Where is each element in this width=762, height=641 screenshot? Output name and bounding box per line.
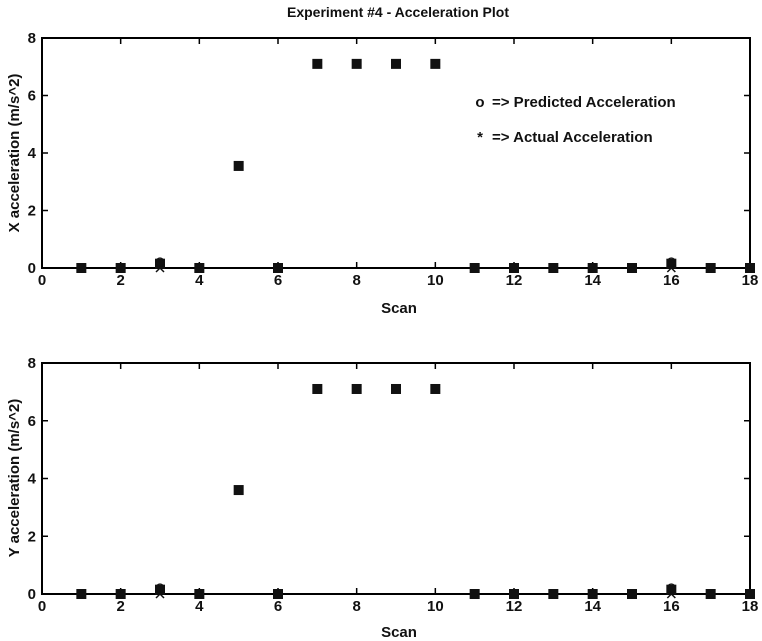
data-point-predicted <box>273 263 283 273</box>
legend-label-actual: => Actual Acceleration <box>492 129 653 146</box>
x-tick-label: 6 <box>274 598 282 615</box>
data-point-predicted <box>115 589 126 599</box>
data-point-predicted <box>115 263 126 273</box>
data-point-predicted <box>233 485 244 496</box>
data-point-actual <box>666 257 676 273</box>
x-tick-label: 4 <box>195 272 204 289</box>
y-tick-label: 8 <box>28 30 36 47</box>
data-point-predicted <box>705 589 716 599</box>
y-tick-label: 2 <box>28 203 36 220</box>
y-tick-label: 0 <box>28 260 36 277</box>
data-point-predicted <box>312 58 323 69</box>
plot-frame <box>41 362 751 595</box>
data-point-predicted <box>666 584 677 595</box>
x-tick-label: 10 <box>427 272 444 289</box>
data-point-predicted <box>469 589 480 599</box>
data-point-predicted <box>430 383 441 394</box>
x-tick-label: 6 <box>274 272 282 289</box>
data-point-predicted <box>745 263 755 273</box>
data-point-predicted <box>509 589 519 599</box>
data-point-predicted <box>509 263 519 273</box>
data-point-predicted <box>469 263 480 273</box>
data-point-predicted <box>233 160 244 171</box>
data-point-predicted <box>155 584 165 595</box>
data-point-actual-circle <box>155 257 165 267</box>
x-axis-title: Scan <box>381 300 417 317</box>
data-point-actual <box>155 583 165 599</box>
data-point-predicted <box>351 383 362 394</box>
y-tick-label: 0 <box>28 586 36 603</box>
data-point-predicted <box>705 263 716 273</box>
x-tick-label: 12 <box>506 598 523 615</box>
legend-marker-actual: * <box>477 129 483 146</box>
x-tick-label: 8 <box>352 598 360 615</box>
data-point-predicted <box>548 263 559 273</box>
plot-frame <box>41 37 751 269</box>
data-point-actual-circle <box>666 583 676 593</box>
data-point-actual <box>155 257 165 273</box>
data-point-predicted <box>351 58 362 69</box>
x-tick-label: 16 <box>663 598 680 615</box>
data-point-predicted <box>548 589 559 599</box>
y-axis-title: Y acceleration (m/s^2) <box>6 399 23 558</box>
y-tick-label: 6 <box>28 413 36 430</box>
data-point-predicted <box>76 263 87 273</box>
data-point-predicted <box>273 589 283 599</box>
data-point-actual-circle <box>155 583 165 593</box>
data-point-predicted <box>76 589 87 599</box>
x-tick-label: 2 <box>116 598 124 615</box>
x-tick-label: 4 <box>195 598 204 615</box>
data-point-predicted <box>627 589 637 599</box>
x-tick-label: 16 <box>663 272 680 289</box>
y-tick-label: 8 <box>28 355 36 372</box>
data-point-predicted <box>587 589 598 599</box>
y-tick-label: 2 <box>28 528 36 545</box>
x-tick-label: 8 <box>352 272 360 289</box>
y-acceleration-plot: 0 2 4 6 8 10 12 14 16 18 0 2 4 6 8 Scan Y acceleration… <box>6 355 758 641</box>
x-axis-title: Scan <box>381 624 417 641</box>
data-point-predicted <box>666 258 677 269</box>
x-tick-label: 12 <box>506 272 523 289</box>
y-tick-label: 6 <box>28 88 36 105</box>
data-point-predicted <box>587 263 598 273</box>
x-tick-label: 18 <box>742 272 759 289</box>
x-tick-label: 14 <box>584 598 601 615</box>
data-point-predicted <box>627 263 637 273</box>
data-point-predicted <box>391 58 401 69</box>
legend: o => Predicted Acceleration * => Actual … <box>475 94 675 146</box>
y-tick-label: 4 <box>28 471 37 488</box>
data-point-predicted <box>430 58 441 69</box>
x-acceleration-plot: 0 2 4 6 8 10 12 14 16 18 0 2 4 6 8 Scan X acceleration… <box>6 30 758 317</box>
data-point-actual <box>666 583 676 599</box>
data-point-predicted <box>312 383 323 394</box>
y-axis-title: X acceleration (m/s^2) <box>6 74 23 233</box>
data-point-predicted <box>194 589 205 599</box>
x-tick-label: 18 <box>742 598 759 615</box>
x-tick-label: 0 <box>38 598 46 615</box>
x-tick-label: 2 <box>116 272 124 289</box>
y-tick-label: 4 <box>28 145 37 162</box>
x-tick-label: 0 <box>38 272 46 289</box>
legend-label-predicted: => Predicted Acceleration <box>492 94 676 111</box>
data-point-predicted <box>745 589 755 599</box>
x-tick-label: 10 <box>427 598 444 615</box>
figure-title: Experiment #4 - Acceleration Plot <box>287 4 509 20</box>
data-point-predicted <box>155 258 165 269</box>
x-tick-label: 14 <box>584 272 601 289</box>
data-point-predicted <box>391 383 401 394</box>
data-point-actual-circle <box>666 257 676 267</box>
data-point-predicted <box>194 263 205 273</box>
legend-marker-predicted: o <box>475 94 484 111</box>
